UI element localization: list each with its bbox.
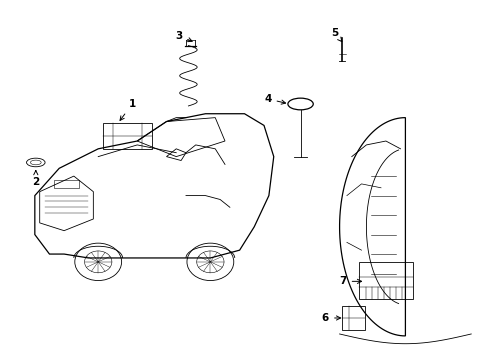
Text: 6: 6 — [321, 313, 340, 323]
Text: 4: 4 — [264, 94, 285, 104]
Text: 1: 1 — [120, 99, 136, 120]
Text: 2: 2 — [32, 171, 40, 187]
Text: 3: 3 — [175, 31, 192, 42]
Text: 5: 5 — [330, 28, 341, 41]
Text: 7: 7 — [339, 276, 361, 286]
